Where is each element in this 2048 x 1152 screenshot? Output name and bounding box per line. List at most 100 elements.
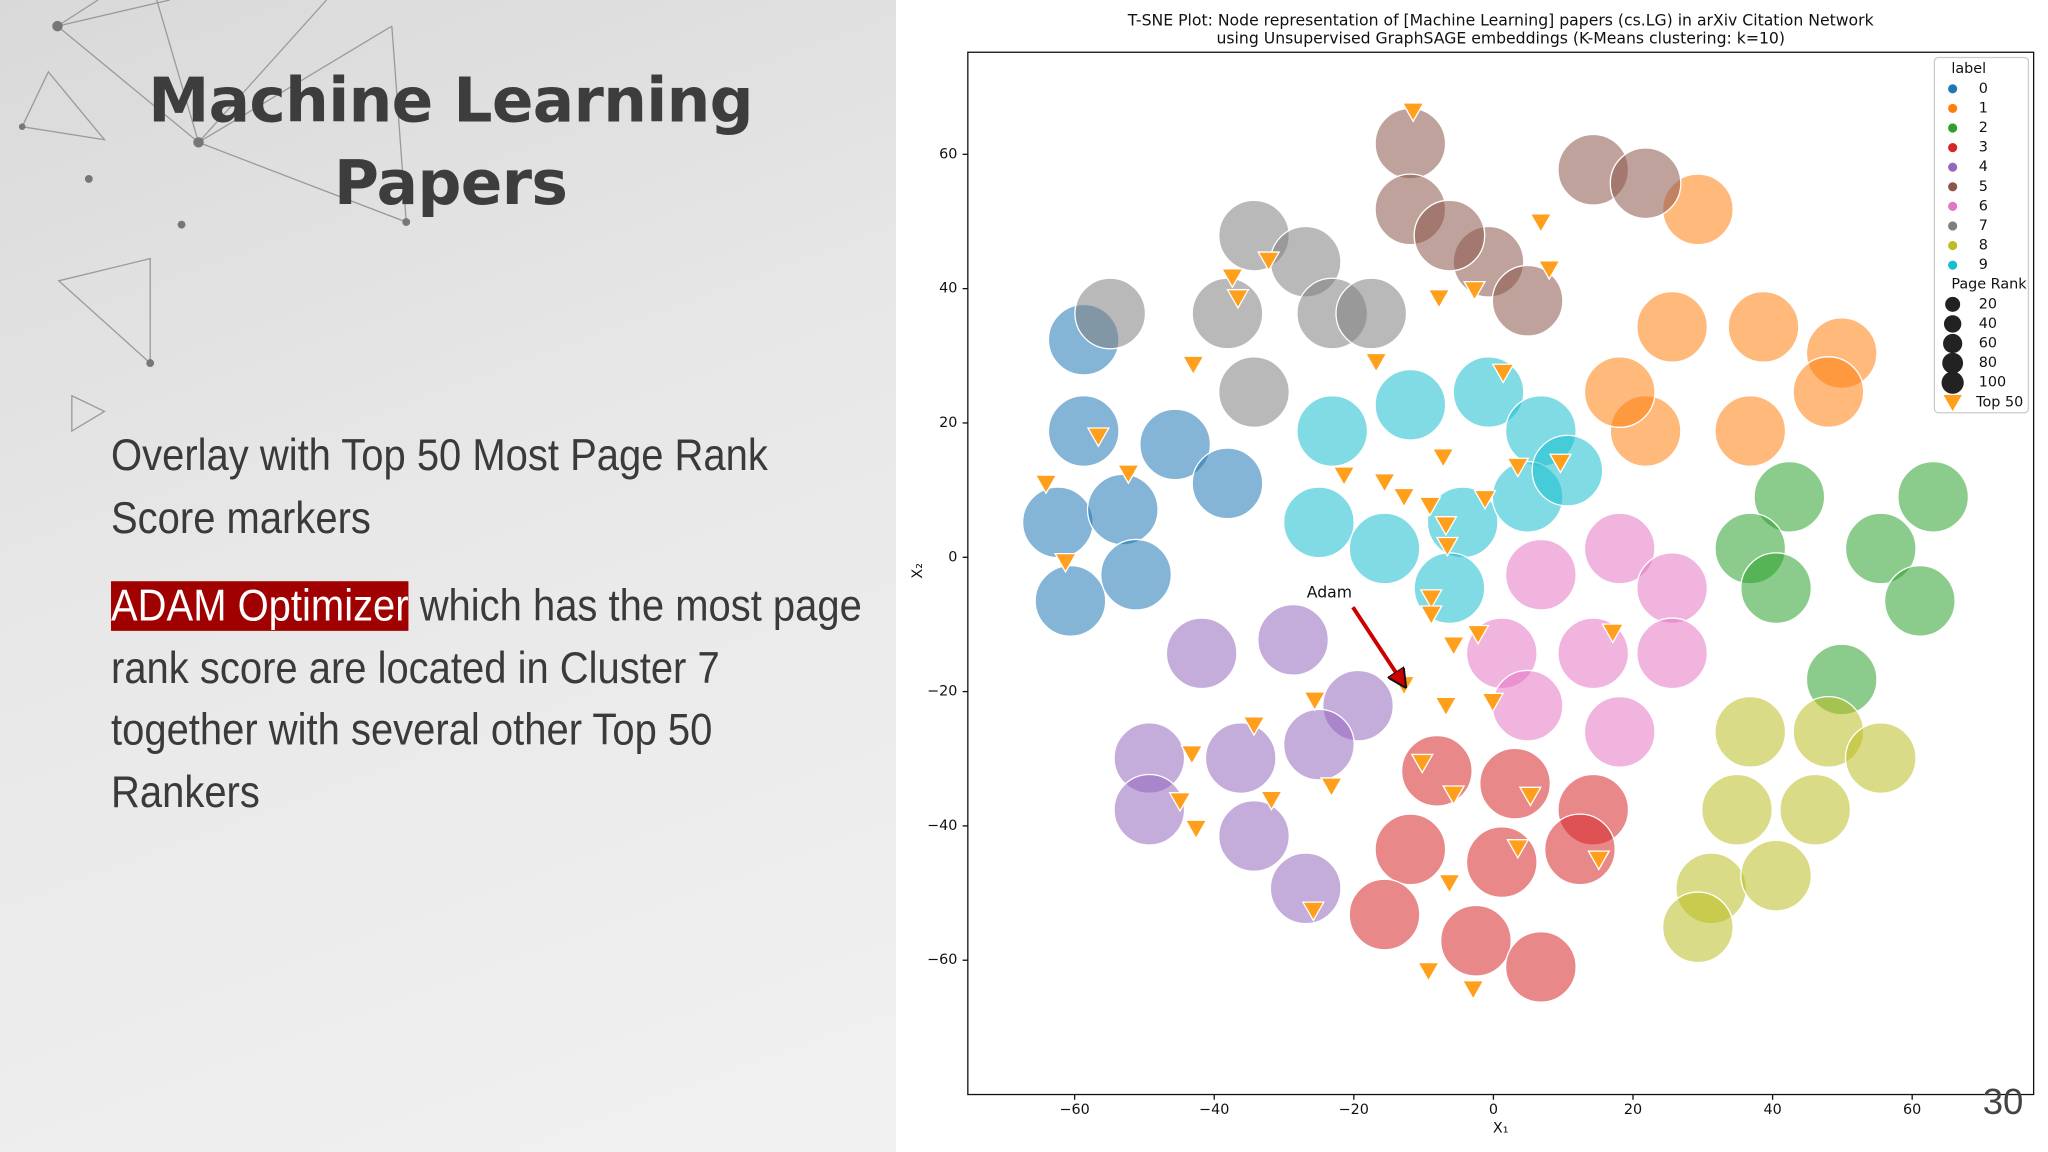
cluster-point xyxy=(1701,773,1773,846)
top-marker xyxy=(1466,624,1490,646)
cluster-point xyxy=(1100,538,1172,611)
top-marker xyxy=(1303,691,1327,712)
bullet: ADAM Optimizer which has the most page r… xyxy=(111,576,869,824)
legend-label: 5 xyxy=(1979,179,1988,195)
legend-swatch xyxy=(1948,162,1958,172)
cluster-point xyxy=(1844,722,1917,794)
size-swatch xyxy=(1943,315,1962,333)
bullet-text: which has the most page rank score are l… xyxy=(111,581,862,817)
y-tick-label: 40 xyxy=(939,281,957,297)
legend-swatch xyxy=(1948,201,1958,211)
cluster-point xyxy=(1504,931,1577,1003)
highlight: ADAM Optimizer xyxy=(111,581,409,631)
cluster-point xyxy=(1374,368,1447,441)
top-marker xyxy=(1392,487,1416,509)
top-marker xyxy=(1442,636,1466,657)
annotation-arrow xyxy=(1351,606,1404,685)
top-marker xyxy=(1434,516,1458,537)
cluster-point xyxy=(1400,734,1473,807)
chart-subtitle: using Unsupervised GraphSAGE embeddings … xyxy=(1216,29,1785,48)
top-marker xyxy=(1242,716,1266,737)
size-swatch xyxy=(1942,352,1964,374)
top-marker xyxy=(1180,745,1204,766)
x-tick-label: −20 xyxy=(1339,1102,1369,1118)
cluster-point xyxy=(1792,356,1865,428)
legend-swatch xyxy=(1943,394,1962,411)
cluster-point xyxy=(1413,199,1486,272)
y-tick-label: 20 xyxy=(939,415,957,431)
y-tick-label: −40 xyxy=(927,818,957,834)
top-marker xyxy=(1419,589,1443,610)
top-marker xyxy=(1372,473,1397,494)
top-marker xyxy=(1419,605,1443,626)
cluster-point xyxy=(1374,107,1447,180)
y-tick-label: −20 xyxy=(927,684,957,700)
legend-label: 60 xyxy=(1979,336,1997,352)
top-marker xyxy=(1427,289,1451,310)
legend-swatch xyxy=(1948,123,1958,133)
cluster-point xyxy=(1714,695,1787,768)
top-marker xyxy=(1332,466,1356,487)
legend-swatch xyxy=(1948,240,1958,251)
cluster-point xyxy=(1740,552,1813,625)
bullet: Overlay with Top 50 Most Page Rank Score… xyxy=(111,431,768,543)
cluster-point xyxy=(1714,395,1787,467)
legend-label: 2 xyxy=(1979,120,1988,136)
top-marker xyxy=(1416,961,1441,983)
cluster-point xyxy=(1636,552,1709,625)
top-marker xyxy=(1301,901,1325,922)
legend-swatch xyxy=(1948,84,1958,94)
top-marker xyxy=(1181,355,1205,376)
slide-title: Machine Learning xyxy=(148,65,753,138)
top-marker xyxy=(1601,623,1625,644)
cluster-point xyxy=(1021,486,1094,559)
cluster-point xyxy=(1086,473,1159,546)
y-tick-label: 0 xyxy=(948,549,957,565)
top-marker xyxy=(1226,289,1250,310)
cluster-point xyxy=(1583,512,1656,585)
cluster-point xyxy=(1479,747,1551,820)
legend-label: 9 xyxy=(1979,257,1988,273)
top-marker xyxy=(1086,427,1110,448)
cluster-point xyxy=(1269,852,1342,925)
cluster-point xyxy=(1465,826,1538,899)
annotation: Adam xyxy=(1307,582,1352,601)
top-marker xyxy=(1435,536,1459,558)
legend-label: 8 xyxy=(1979,238,1988,254)
top-marker xyxy=(1401,102,1425,123)
legend-label: 40 xyxy=(1979,316,1997,332)
top-marker xyxy=(1259,790,1284,811)
cluster-point xyxy=(1282,708,1355,781)
top-marker xyxy=(1442,785,1466,806)
legend-swatch xyxy=(1948,221,1958,231)
x-tick-label: 40 xyxy=(1763,1102,1781,1118)
cluster-point xyxy=(1074,277,1147,350)
top-marker xyxy=(1518,786,1542,807)
top-marker xyxy=(1473,489,1497,511)
cluster-point xyxy=(1636,291,1709,363)
legend: label 0 1 2 3 4 5 6 7 8 9 Page Rank 20 40 60 80 100 Top 5… xyxy=(1933,56,2030,414)
top-marker xyxy=(1529,213,1553,234)
cluster-point xyxy=(1883,565,1956,637)
top-marker xyxy=(1537,260,1561,281)
legend-label: Top 50 xyxy=(1975,394,2023,410)
legend-label: 4 xyxy=(1979,159,1988,175)
cluster-point xyxy=(1282,486,1355,559)
cluster-point xyxy=(1531,434,1604,507)
top-marker xyxy=(1257,251,1281,272)
cluster-point xyxy=(1727,291,1800,363)
top-marker xyxy=(1220,268,1244,289)
legend-title: label xyxy=(1951,61,1986,77)
cluster-point xyxy=(1257,603,1330,676)
cluster-point xyxy=(1753,460,1826,533)
legend-label: 100 xyxy=(1979,375,2006,391)
top-marker xyxy=(1431,448,1455,469)
legend-title: Page Rank xyxy=(1951,277,2027,293)
cluster-point xyxy=(1609,147,1682,220)
cluster-point xyxy=(1139,408,1212,481)
decoration xyxy=(18,0,411,433)
cluster-point xyxy=(1491,264,1564,337)
top-marker xyxy=(1184,819,1208,840)
